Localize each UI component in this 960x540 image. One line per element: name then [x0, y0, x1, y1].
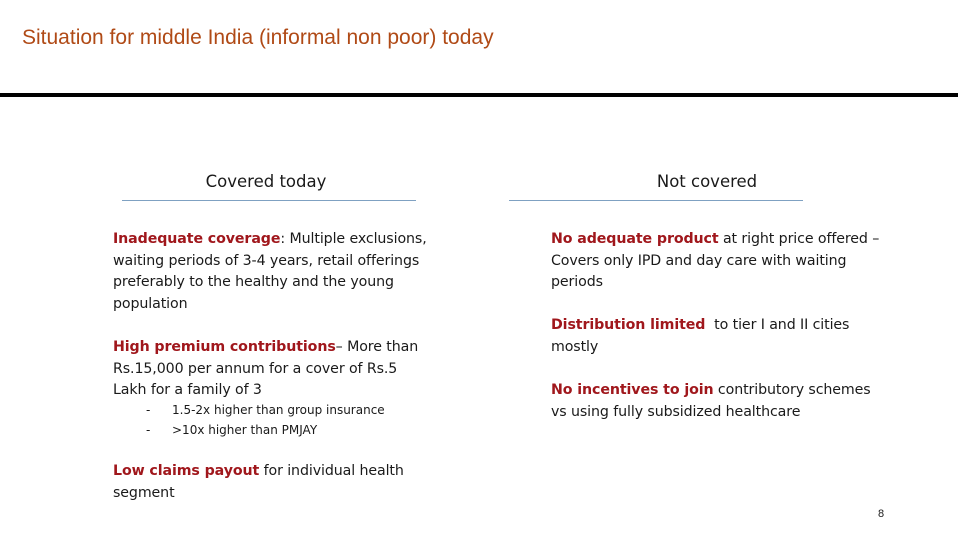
dash-marker: - [146, 422, 151, 437]
premium-sub-list: - 1.5-2x higher than group insurance - >… [146, 401, 385, 440]
page-number: 8 [878, 508, 885, 520]
list-item-text: 1.5-2x higher than group insurance [172, 403, 385, 417]
list-item: - 1.5-2x higher than group insurance [146, 401, 385, 421]
title-divider [0, 93, 958, 97]
not-covered-header: Not covered [656, 172, 758, 191]
left-item-highlight: Inadequate coverage [113, 231, 281, 247]
right-item-highlight: No adequate product [551, 231, 719, 247]
list-item-text: >10x higher than PMJAY [172, 422, 318, 437]
list-item: - >10x higher than PMJAY [146, 421, 385, 441]
right-item-text: to tier I and II cities mostly [551, 317, 854, 355]
left-item-highlight: High premium contributions [113, 339, 336, 355]
covered-today-header: Covered today [205, 172, 327, 191]
left-item-low-claims: Low claims payout for individual health … [113, 461, 423, 504]
right-item-text: contributory schemes vs using fully subs… [551, 382, 871, 420]
not-covered-header-rule [509, 200, 803, 201]
right-item-highlight: Distribution limited [551, 317, 706, 333]
left-item-text: for individual health segment [113, 463, 404, 501]
left-item-text: : Multiple exclusions, waiting periods o… [113, 231, 427, 312]
left-item-inadequate-coverage: Inadequate coverage: Multiple exclusions… [113, 229, 443, 315]
left-item-high-premium: High premium contributions– More than Rs… [113, 337, 431, 402]
dash-marker: - [146, 403, 151, 417]
right-item-no-adequate-product: No adequate product at right price offer… [551, 229, 881, 294]
covered-today-header-rule [122, 200, 416, 201]
right-item-highlight: No incentives to join [551, 382, 714, 398]
left-item-text: – More than Rs.15,000 per annum for a co… [113, 339, 419, 398]
right-item-distribution-limited: Distribution limited to tier I and II ci… [551, 315, 871, 358]
left-item-highlight: Low claims payout [113, 463, 260, 479]
slide-title: Situation for middle India (informal non… [22, 26, 494, 49]
right-item-no-incentives: No incentives to join contributory schem… [551, 380, 881, 423]
right-item-text: at right price offered – Covers only IPD… [551, 231, 880, 290]
